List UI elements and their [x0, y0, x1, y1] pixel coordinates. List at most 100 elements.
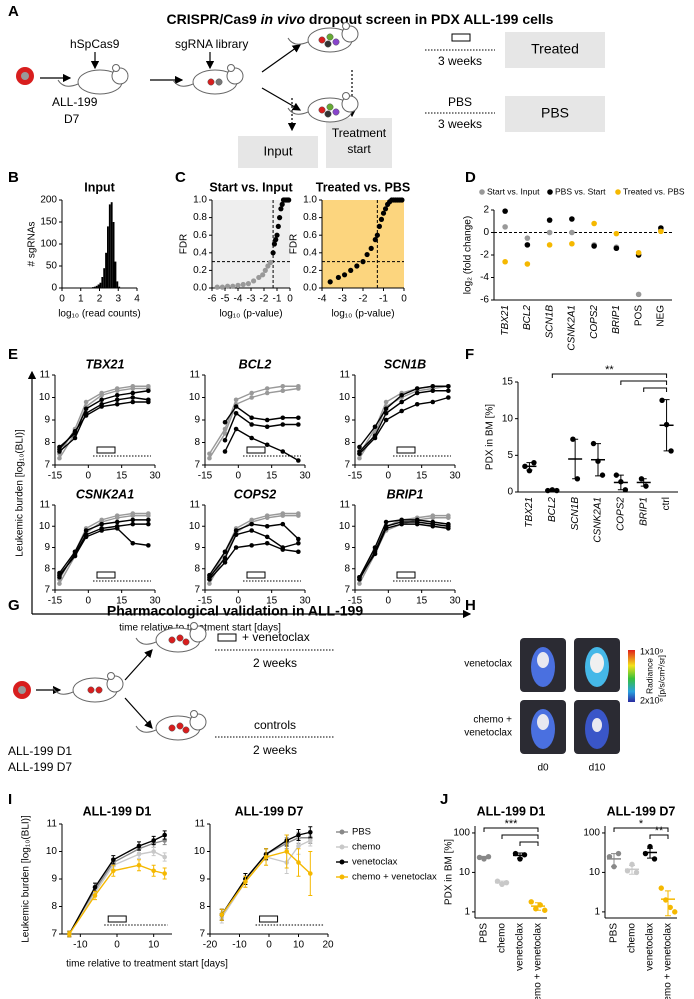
significance-label: * — [639, 818, 644, 830]
mouse-icon — [135, 637, 157, 645]
point — [222, 437, 228, 443]
point — [146, 399, 151, 405]
series-line — [58, 523, 149, 578]
point — [430, 523, 436, 529]
series-line — [58, 401, 149, 450]
y-tick-label: 11 — [340, 370, 351, 381]
mouse-icon — [190, 622, 198, 630]
point — [613, 472, 620, 478]
histogram-bar — [108, 204, 111, 288]
histogram-bar — [114, 261, 117, 288]
chart-title: ALL-199 D1 — [477, 804, 546, 818]
point — [663, 421, 670, 428]
y-tick-label: 2 — [483, 205, 489, 216]
point — [327, 279, 333, 285]
point — [499, 881, 505, 887]
y-axis-label: FDR — [289, 234, 300, 255]
arrow — [261, 87, 302, 111]
box — [505, 96, 605, 132]
x-tick-label: -20 — [203, 940, 218, 951]
box — [326, 118, 392, 168]
point — [524, 235, 531, 241]
point — [267, 259, 274, 266]
row-label: venetoclax — [464, 659, 512, 670]
point — [372, 424, 378, 430]
box — [505, 32, 605, 68]
diagram-title: CRISPR/Cas9 in vivo dropout screen in PD… — [167, 11, 554, 27]
point — [233, 404, 239, 409]
point — [67, 931, 72, 937]
point — [364, 251, 370, 258]
point — [308, 829, 313, 835]
y-tick-label: 9 — [199, 874, 205, 885]
mouse-icon — [168, 636, 176, 644]
point — [341, 272, 348, 278]
point — [372, 237, 378, 243]
point — [260, 272, 266, 278]
point — [162, 832, 167, 838]
significance-bracket — [483, 827, 539, 832]
point — [162, 871, 167, 876]
series-line — [224, 428, 299, 462]
point — [546, 229, 553, 236]
point — [613, 230, 620, 237]
box-label: Input — [264, 143, 293, 158]
point — [280, 449, 286, 454]
point — [374, 232, 380, 238]
mouse-icon — [324, 110, 332, 118]
bli-images — [520, 638, 620, 754]
mouse-icon — [332, 108, 340, 116]
point — [446, 388, 451, 394]
point — [233, 528, 239, 533]
point — [249, 395, 254, 400]
category-label: PBS — [479, 923, 490, 943]
period-label: 3 weeks — [438, 117, 482, 131]
category-label: CSNK2A1 — [567, 305, 578, 351]
y-tick-label: 8 — [199, 901, 205, 912]
point — [57, 455, 62, 461]
point — [569, 229, 575, 236]
point — [380, 210, 387, 216]
y-axis-label: Leukemic burden [log₁₀(BLI)] — [21, 815, 32, 943]
point — [546, 217, 553, 223]
point — [233, 410, 239, 416]
col-label: d10 — [589, 763, 606, 774]
point — [531, 459, 537, 466]
point — [618, 479, 624, 485]
point — [219, 284, 225, 290]
point — [72, 553, 78, 559]
error-bar — [665, 890, 671, 917]
y-tick-label: 8 — [344, 563, 350, 574]
category-label: NEG — [656, 305, 667, 327]
point — [651, 856, 658, 862]
y-tick-label: 0.0 — [303, 283, 317, 294]
point — [399, 399, 404, 405]
significance-label: ** — [655, 825, 664, 837]
x-tick-label: 20 — [322, 940, 334, 951]
point — [83, 534, 89, 540]
syringe-icon — [246, 446, 266, 454]
y-tick-label: 0 — [51, 283, 57, 294]
mouse-icon — [135, 725, 157, 733]
point — [517, 856, 523, 862]
point — [545, 487, 551, 494]
point — [219, 912, 225, 918]
y-tick-label: 9 — [194, 542, 200, 553]
y-axis-label: Leukemic burden [log₁₀(BLI)] — [15, 429, 26, 557]
y-tick-label: 0.8 — [303, 212, 317, 223]
y-tick-label: 11 — [40, 500, 51, 511]
x-tick-label: 10 — [148, 940, 160, 951]
x-tick-label: -10 — [232, 940, 247, 951]
point — [249, 543, 254, 548]
y-tick-label: 11 — [195, 819, 206, 830]
x-tick-label: 30 — [149, 471, 161, 482]
point — [296, 549, 301, 555]
point — [151, 838, 156, 843]
x-tick-label: 30 — [149, 596, 161, 607]
x-tick-label: -2 — [359, 294, 368, 305]
point — [672, 909, 678, 915]
point — [296, 386, 301, 391]
point — [357, 444, 362, 450]
x-tick-label: -10 — [73, 940, 88, 951]
x-tick-label: -1 — [379, 294, 388, 305]
